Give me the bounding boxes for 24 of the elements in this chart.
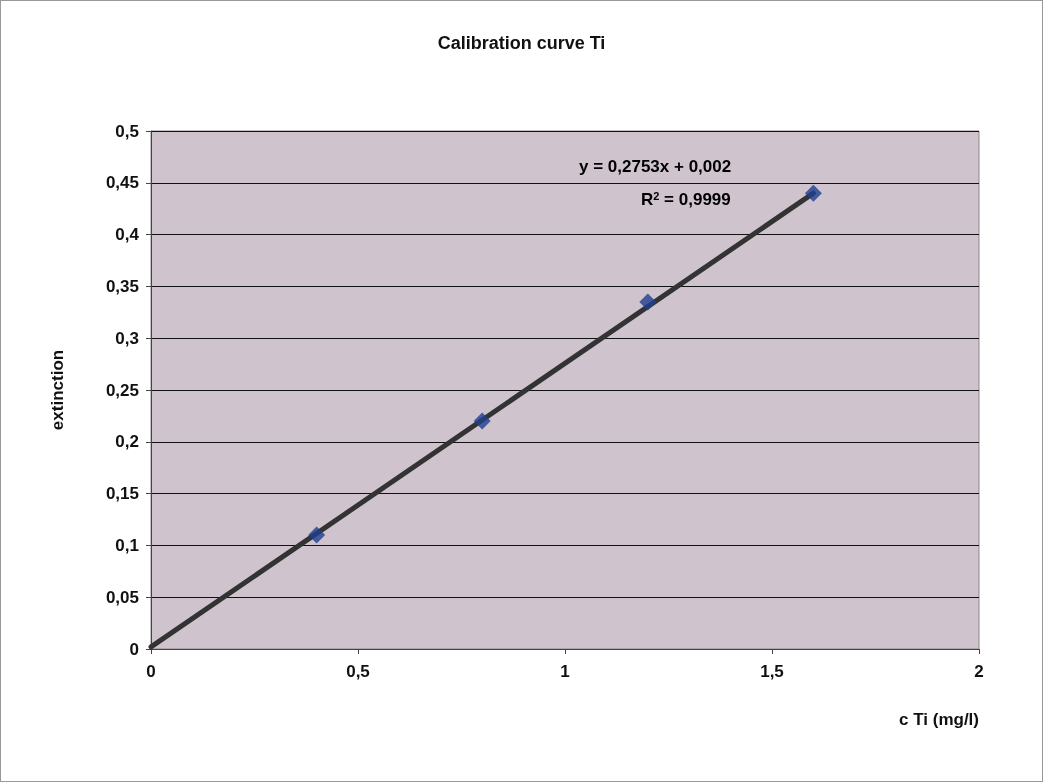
y-tick-label: 0,5 xyxy=(115,121,139,141)
y-axis-title: extinction xyxy=(48,349,67,431)
point xyxy=(473,412,491,430)
x-axis-title: c Ti (mg/l) xyxy=(899,710,979,729)
x-tick-label: 1 xyxy=(560,662,570,681)
chart-title: Calibration curve Ti xyxy=(437,33,606,53)
y-tick-label: 0,25 xyxy=(105,380,139,400)
y-tick-label: 0,45 xyxy=(105,173,139,193)
point xyxy=(804,184,822,202)
x-tick-label: 0,5 xyxy=(346,662,370,681)
annotation: y = 0,2753x + 0,002 xyxy=(579,157,732,176)
point xyxy=(639,293,657,311)
y-tick-label: 0,1 xyxy=(115,535,139,555)
x-tick-label: 1,5 xyxy=(760,662,784,681)
point xyxy=(308,526,326,544)
y-tick-label: 0,2 xyxy=(115,432,139,452)
y-tick-label: 0,05 xyxy=(105,587,139,607)
y-tick-label: 0,4 xyxy=(115,225,140,245)
y-tick-label: 0,3 xyxy=(115,328,139,348)
y-tick-label: 0,35 xyxy=(105,276,139,296)
x-tick-label: 2 xyxy=(974,662,984,681)
x-tick-label: 0 xyxy=(146,662,156,681)
y-tick-label: 0 xyxy=(129,639,139,659)
y-tick-label: 0,15 xyxy=(105,484,139,504)
